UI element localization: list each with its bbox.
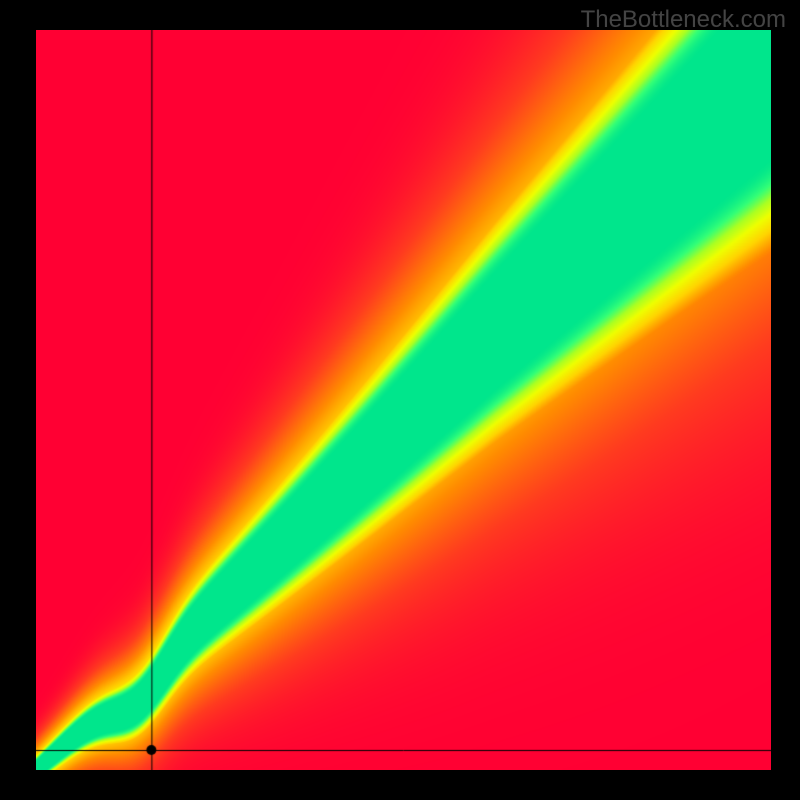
- heatmap-canvas: [36, 30, 771, 770]
- watermark-text: TheBottleneck.com: [581, 6, 786, 34]
- chart-container: TheBottleneck.com: [0, 0, 800, 800]
